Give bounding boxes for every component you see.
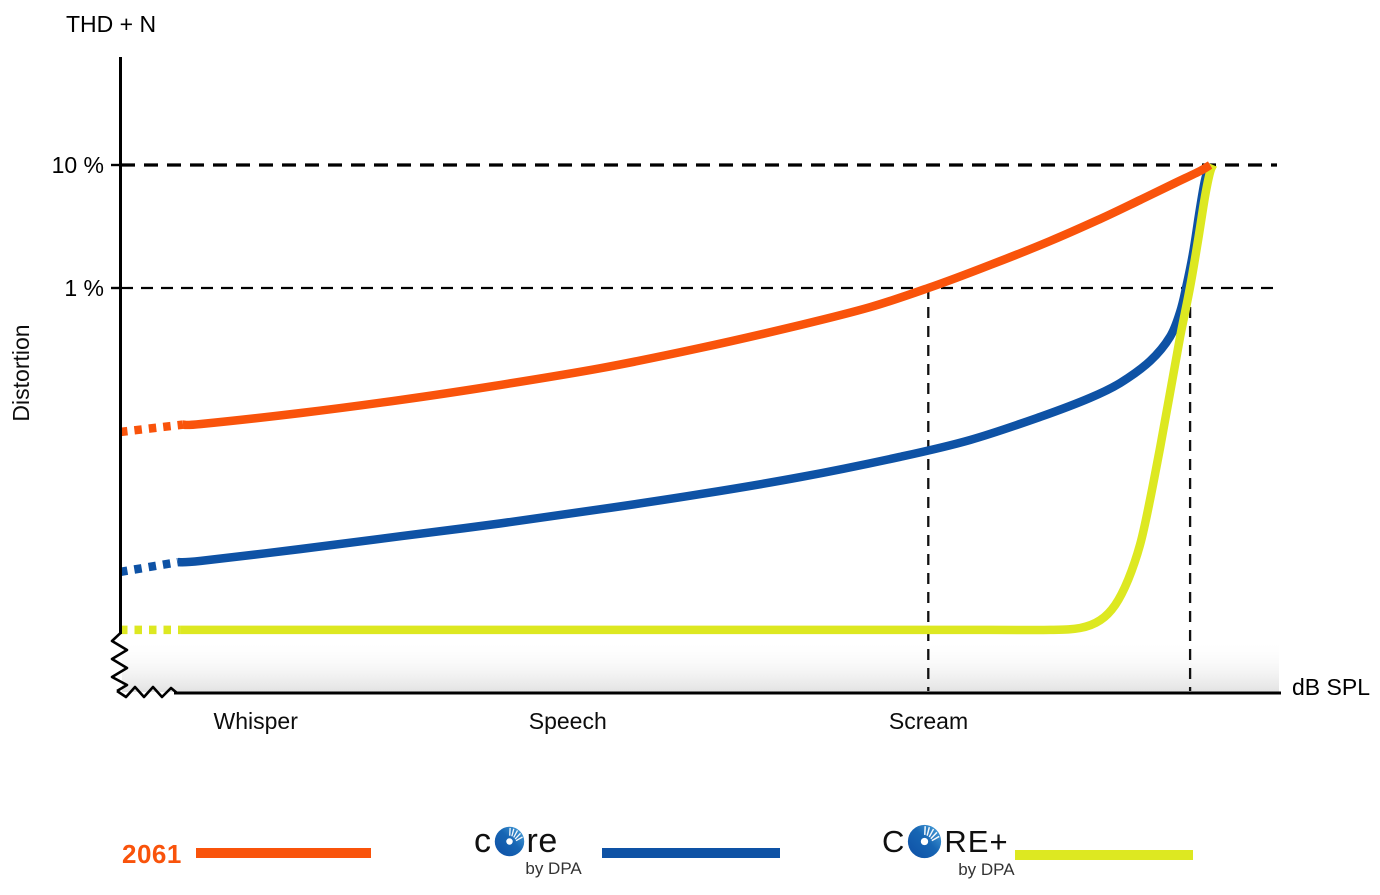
axes-layer	[110, 57, 1281, 699]
gridline-layer	[121, 163, 1277, 691]
y-axis-title: THD + N	[66, 11, 157, 37]
series-curve-core-by-dpa	[177, 166, 1213, 567]
legend-line-swatch-core	[602, 848, 780, 858]
core-logo-prefix: c	[474, 822, 492, 860]
y-tick-label-10pct: 10 %	[51, 152, 104, 178]
x-axis-break-zigzag	[116, 685, 178, 699]
legend-label-2061: 2061	[122, 839, 182, 869]
core-plus-logo-prefix: C	[882, 824, 906, 859]
core-plus-logo-wordmark: C RE+	[882, 824, 1009, 859]
floor-gradient-strip	[122, 640, 1279, 692]
legend-line-swatch-core-plus	[1015, 850, 1193, 860]
y-axis-break-zigzag	[110, 632, 129, 693]
legend-line-swatch-2061	[196, 848, 371, 858]
series-dotted-start-core-by-dpa	[119, 557, 179, 577]
x-category-speech: Speech	[528, 708, 607, 734]
dpa-disc-icon	[494, 826, 524, 856]
plot-background	[122, 640, 1279, 692]
core-plus-by-dpa-logo: C RE+ by DPA	[882, 824, 1015, 880]
core-plus-logo-suffix: RE+	[944, 824, 1009, 859]
x-category-whisper: Whisper	[213, 708, 298, 734]
y-axis-label-distortion: Distortion	[8, 324, 34, 422]
series-curve-2061	[182, 161, 1213, 430]
core-logo-wordmark: c re	[474, 824, 558, 858]
x-axis-label-db-spl: dB SPL	[1292, 674, 1370, 700]
dpa-disc-icon	[908, 824, 942, 859]
core-by-dpa-logo: c re by DPA	[474, 824, 582, 879]
core-logo-byline: by DPA	[525, 859, 582, 878]
core-logo-suffix: re	[526, 822, 558, 860]
y-tick-label-1pct: 1 %	[64, 275, 104, 301]
x-category-scream: Scream	[888, 708, 969, 734]
series-curve-core-by-dpa	[180, 163, 1218, 635]
core-plus-logo-byline: by DPA	[958, 860, 1015, 879]
series-dotted-start-2061	[119, 420, 184, 437]
series-layer	[119, 161, 1218, 635]
